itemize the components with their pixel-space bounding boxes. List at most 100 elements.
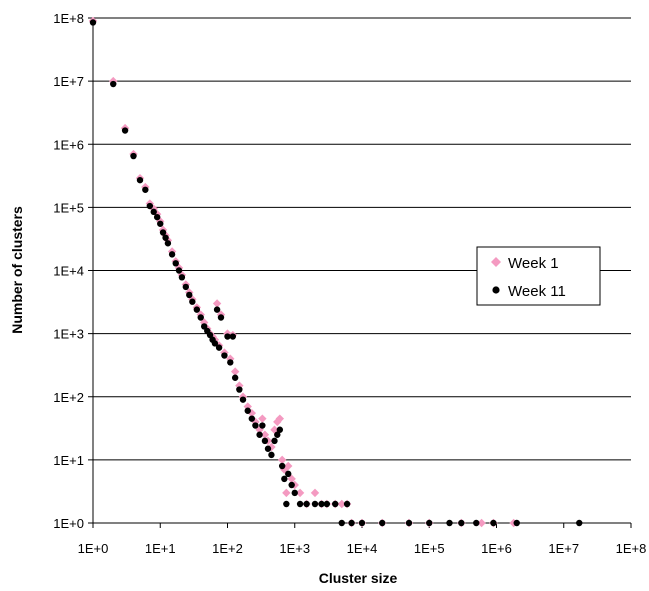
point-week-11 (213, 306, 221, 313)
point-week-1 (477, 518, 486, 528)
point-week-11 (215, 344, 223, 351)
point-week-1 (310, 488, 320, 498)
legend-marker-week-11 (492, 286, 500, 294)
point-week-11 (576, 519, 583, 527)
y-tick-label: 1E+3 (53, 327, 84, 342)
point-week-1 (277, 455, 287, 465)
point-week-11 (172, 260, 179, 267)
point-week-11 (248, 415, 256, 422)
point-week-11 (291, 489, 298, 497)
point-week-11 (271, 437, 278, 445)
point-week-11 (318, 500, 325, 508)
point-week-11 (110, 80, 117, 88)
point-week-11 (513, 519, 520, 527)
point-week-11 (239, 396, 247, 403)
point-week-11 (446, 519, 453, 527)
x-tick-labels: 1E+0 1E+1 1E+2 1E+3 1E+4 1E+5 1E+6 1E+7 1E+8 (78, 541, 647, 556)
point-week-1 (337, 499, 346, 509)
point-week-11 (153, 213, 161, 221)
point-week-1 (260, 430, 270, 439)
point-week-11 (358, 519, 366, 527)
point-week-11 (303, 500, 310, 508)
point-week-1 (284, 461, 293, 471)
y-tick-label: 1E+6 (53, 137, 84, 152)
data-points (88, 16, 583, 528)
point-week-11 (338, 519, 345, 527)
point-week-11 (182, 283, 190, 291)
point-week-11 (274, 431, 281, 438)
x-axis-title: Cluster size (319, 570, 398, 586)
y-tick-label: 1E+2 (53, 390, 84, 405)
point-week-11 (189, 298, 196, 305)
point-week-11 (159, 229, 167, 236)
y-tick-label: 1E+0 (53, 516, 84, 531)
point-week-11 (121, 127, 129, 134)
legend-box (476, 246, 601, 306)
point-week-11 (231, 374, 239, 381)
point-week-11 (221, 352, 228, 359)
point-week-1 (258, 414, 267, 423)
point-week-1 (295, 488, 305, 498)
legend: Week 1 Week 11 (476, 246, 601, 306)
point-week-11 (490, 519, 497, 527)
point-week-11 (146, 202, 154, 210)
point-week-11 (348, 519, 355, 527)
point-week-11 (197, 314, 204, 321)
point-week-11 (229, 333, 237, 340)
point-week-11 (256, 431, 263, 438)
point-week-11 (296, 500, 304, 508)
y-tick-label: 1E+7 (53, 74, 84, 89)
point-week-11 (405, 519, 413, 527)
x-tick-label: 1E+8 (616, 541, 647, 556)
legend-label-week-11: Week 11 (508, 283, 566, 300)
legend-label-week-1: Week 1 (508, 255, 559, 272)
x-tick-label: 1E+0 (78, 541, 109, 556)
point-week-11 (136, 176, 144, 184)
point-week-11 (343, 500, 351, 508)
point-week-11 (224, 333, 231, 340)
point-week-11 (285, 470, 292, 478)
y-tick-labels: 1E+0 1E+1 1E+2 1E+3 1E+4 1E+5 1E+6 1E+7 1E+8 (53, 11, 84, 531)
point-week-11 (473, 519, 480, 527)
point-week-11 (426, 519, 433, 527)
x-tick-label: 1E+7 (548, 541, 579, 556)
point-week-11 (89, 19, 97, 26)
x-tick-label: 1E+3 (279, 541, 310, 556)
point-week-1 (212, 299, 222, 308)
y-tick-label: 1E+5 (53, 200, 84, 215)
point-week-11 (288, 481, 295, 489)
point-week-11 (276, 426, 284, 433)
x-tick-label: 1E+5 (414, 541, 445, 556)
y-tick-label: 1E+4 (53, 264, 84, 279)
point-week-11 (332, 500, 339, 508)
point-week-11 (283, 500, 290, 508)
point-week-11 (261, 437, 269, 445)
point-week-11 (175, 267, 183, 274)
point-week-11 (164, 240, 172, 247)
x-tick-label: 1E+1 (145, 541, 176, 556)
point-week-1 (230, 367, 240, 376)
point-week-11 (281, 475, 288, 483)
point-week-11 (278, 462, 286, 470)
point-week-11 (311, 500, 319, 508)
legend-marker-week-1 (491, 257, 501, 267)
x-tick-label: 1E+6 (481, 541, 512, 556)
point-week-11 (130, 152, 137, 160)
point-week-1 (226, 354, 235, 363)
point-week-11 (244, 407, 251, 414)
x-tick-label: 1E+4 (347, 541, 378, 556)
point-week-11 (259, 422, 266, 429)
point-week-11 (168, 251, 176, 258)
point-week-11 (379, 519, 386, 527)
point-week-1 (275, 414, 285, 423)
point-week-11 (227, 359, 234, 366)
point-week-11 (217, 314, 225, 321)
point-week-11 (458, 519, 465, 527)
point-week-11 (157, 220, 164, 227)
point-week-11 (186, 291, 193, 299)
point-week-11 (193, 306, 201, 313)
point-week-11 (150, 208, 157, 216)
point-week-11 (211, 340, 219, 347)
y-axis-title: Number of clusters (9, 206, 25, 334)
